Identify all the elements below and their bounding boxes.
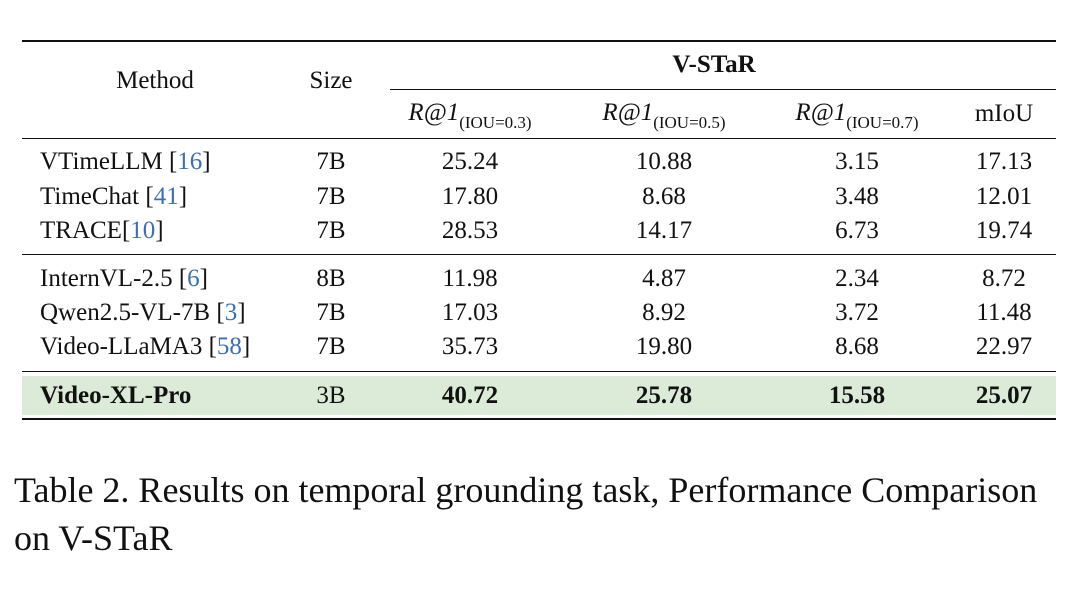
cell-miou: 12.01 bbox=[975, 183, 1033, 210]
metric-r1-label: R@1 bbox=[408, 99, 460, 126]
cell-size: 7B bbox=[316, 299, 346, 326]
cite-bracket: [ bbox=[121, 217, 131, 244]
method-name: InternVL-2.5 bbox=[40, 265, 179, 292]
cell-r07: 3.15 bbox=[835, 148, 879, 175]
cell-r03: 28.53 bbox=[441, 217, 499, 244]
cell-size: 7B bbox=[316, 148, 346, 175]
cell-size: 7B bbox=[316, 217, 346, 244]
iou-05-subscript: (IOU=0.5) bbox=[653, 113, 726, 132]
method-name: VTimeLLM bbox=[40, 148, 169, 175]
metric-r1-label: R@1 bbox=[795, 99, 847, 126]
vstar-group-rule bbox=[390, 89, 1056, 90]
header-r1-iou05: R@1(IOU=0.5) bbox=[602, 96, 725, 132]
cite-bracket: ] bbox=[202, 148, 211, 175]
method-name: TRACE bbox=[40, 217, 122, 244]
iou-07-subscript: (IOU=0.7) bbox=[846, 113, 919, 132]
citation-link[interactable]: 58 bbox=[216, 333, 242, 360]
cell-r05: 19.80 bbox=[635, 333, 693, 360]
header-method: Method bbox=[116, 67, 194, 94]
group2-rule bbox=[22, 371, 1056, 372]
cell-r03: 35.73 bbox=[441, 333, 499, 360]
header-r1-iou03: R@1(IOU=0.3) bbox=[408, 96, 531, 132]
cell-miou: 25.07 bbox=[975, 382, 1033, 409]
cell-r05: 25.78 bbox=[635, 382, 693, 409]
cite-bracket: [ bbox=[216, 299, 225, 326]
cite-bracket: ] bbox=[155, 217, 164, 244]
cell-size: 7B bbox=[316, 183, 346, 210]
highlight-method: Video-XL-Pro bbox=[40, 382, 192, 409]
table-caption: Table 2. Results on temporal grounding t… bbox=[14, 470, 1038, 558]
cell-r03: 40.72 bbox=[441, 382, 499, 409]
cite-bracket: ] bbox=[199, 265, 208, 292]
header-miou: mIoU bbox=[974, 100, 1034, 127]
cell-size: 8B bbox=[316, 265, 346, 292]
table-row-method: TimeChat [41] bbox=[40, 180, 187, 214]
citation-link[interactable]: 41 bbox=[153, 183, 179, 210]
cell-r07: 3.72 bbox=[835, 299, 879, 326]
citation-link[interactable]: 16 bbox=[177, 148, 203, 175]
cite-bracket: [ bbox=[145, 183, 154, 210]
cell-r07: 6.73 bbox=[835, 217, 879, 244]
group1-rule bbox=[22, 254, 1056, 255]
cite-bracket: ] bbox=[178, 183, 188, 210]
cell-r07: 3.48 bbox=[835, 183, 879, 210]
cell-size: 7B bbox=[316, 333, 346, 360]
cell-r03: 17.03 bbox=[441, 299, 499, 326]
table-row-method: InternVL-2.5 [6] bbox=[40, 262, 208, 296]
header-r1-iou07: R@1(IOU=0.7) bbox=[795, 96, 918, 132]
cell-size: 3B bbox=[316, 382, 346, 409]
cell-r03: 11.98 bbox=[442, 265, 498, 292]
cell-miou: 17.13 bbox=[975, 148, 1033, 175]
cite-bracket: [ bbox=[168, 148, 178, 175]
bottom-rule bbox=[22, 418, 1056, 420]
cite-bracket: ] bbox=[241, 333, 251, 360]
method-name: Video-LLaMA3 bbox=[40, 333, 209, 360]
table-row-method: TRACE[10] bbox=[40, 214, 164, 248]
cell-miou: 8.72 bbox=[982, 265, 1026, 292]
header-vstar: V-STaR bbox=[672, 51, 756, 78]
cite-bracket: [ bbox=[178, 265, 188, 292]
highlight-row-background bbox=[22, 376, 1056, 415]
cell-r05: 8.68 bbox=[642, 183, 686, 210]
cell-r03: 17.80 bbox=[441, 183, 499, 210]
cell-r07: 8.68 bbox=[835, 333, 879, 360]
iou-03-subscript: (IOU=0.3) bbox=[459, 113, 532, 132]
method-name: Qwen2.5-VL-7B bbox=[40, 299, 217, 326]
cell-r03: 25.24 bbox=[441, 148, 499, 175]
cell-r07: 2.34 bbox=[835, 265, 879, 292]
table-row-method: VTimeLLM [16] bbox=[40, 145, 211, 179]
cell-miou: 19.74 bbox=[975, 217, 1033, 244]
cell-r05: 14.17 bbox=[635, 217, 693, 244]
citation-link[interactable]: 6 bbox=[187, 265, 200, 292]
header-rule bbox=[22, 138, 1056, 139]
cell-miou: 11.48 bbox=[976, 299, 1032, 326]
cell-r05: 8.92 bbox=[642, 299, 686, 326]
cell-r05: 4.87 bbox=[642, 265, 686, 292]
cell-r05: 10.88 bbox=[635, 148, 693, 175]
cite-bracket: ] bbox=[237, 299, 246, 326]
table-row-method: Video-LLaMA3 [58] bbox=[40, 330, 250, 364]
header-size: Size bbox=[309, 67, 353, 94]
table-row-method: Qwen2.5-VL-7B [3] bbox=[40, 296, 246, 330]
metric-r1-label: R@1 bbox=[602, 99, 654, 126]
citation-link[interactable]: 10 bbox=[130, 217, 156, 244]
cite-bracket: [ bbox=[208, 333, 217, 360]
top-rule bbox=[22, 40, 1056, 42]
cell-miou: 22.97 bbox=[975, 333, 1033, 360]
method-name: TimeChat bbox=[40, 183, 146, 210]
citation-link[interactable]: 3 bbox=[224, 299, 238, 326]
cell-r07: 15.58 bbox=[828, 382, 886, 409]
